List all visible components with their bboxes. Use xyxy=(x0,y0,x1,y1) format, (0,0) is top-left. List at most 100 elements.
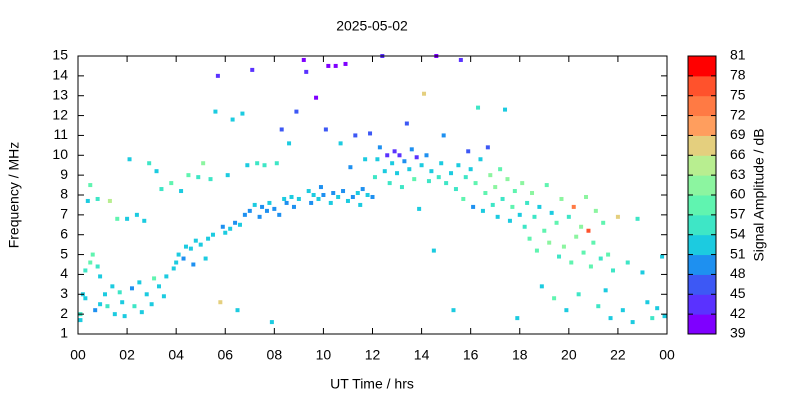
data-point xyxy=(569,260,574,265)
data-point xyxy=(377,145,382,150)
data-point xyxy=(547,240,552,245)
x-tick-label: 00 xyxy=(70,347,86,363)
y-tick-label: 6 xyxy=(60,225,68,241)
data-point xyxy=(493,185,498,190)
y-tick-label: 2 xyxy=(60,305,68,321)
data-point xyxy=(117,290,122,295)
data-point xyxy=(107,198,112,203)
colorbar-tick-label: 81 xyxy=(730,47,746,63)
data-point xyxy=(532,214,537,219)
data-point xyxy=(436,175,441,180)
data-point xyxy=(412,177,417,182)
data-point xyxy=(169,181,174,186)
data-point xyxy=(269,320,274,325)
data-point xyxy=(534,248,539,253)
data-point xyxy=(321,193,326,197)
data-point xyxy=(193,238,198,243)
data-point xyxy=(466,149,471,154)
data-point xyxy=(272,206,277,211)
data-point xyxy=(456,163,461,168)
data-point xyxy=(181,256,186,261)
data-point xyxy=(471,204,476,209)
data-point xyxy=(530,191,535,196)
data-point xyxy=(311,193,316,197)
data-point xyxy=(407,167,412,172)
data-point xyxy=(264,208,269,213)
data-point xyxy=(102,292,107,297)
colorbar-tick-label: 54 xyxy=(730,225,746,241)
x-tick-label: 02 xyxy=(119,347,135,363)
x-tick-label: 12 xyxy=(365,347,381,363)
data-point xyxy=(120,300,125,305)
data-point xyxy=(161,294,166,299)
data-point xyxy=(203,256,208,261)
data-point xyxy=(338,141,343,146)
data-point xyxy=(179,189,184,194)
data-point xyxy=(257,214,262,219)
data-point xyxy=(579,224,584,229)
data-point xyxy=(198,242,203,247)
data-point xyxy=(564,308,569,313)
data-point xyxy=(507,218,512,223)
data-point xyxy=(250,67,255,72)
data-point xyxy=(625,260,630,265)
data-point xyxy=(291,204,296,209)
colorbar-tick-label: 69 xyxy=(730,126,746,142)
colorbar-tick-label: 48 xyxy=(730,265,746,281)
data-point xyxy=(630,320,635,325)
data-point xyxy=(635,216,640,221)
data-point xyxy=(345,198,350,203)
data-point xyxy=(483,191,488,196)
data-point xyxy=(603,288,608,293)
y-tick-label: 3 xyxy=(60,285,68,301)
data-point xyxy=(252,202,257,207)
data-point xyxy=(584,194,589,199)
x-tick-label: 10 xyxy=(316,347,332,363)
data-point xyxy=(606,252,611,257)
data-point xyxy=(620,308,625,313)
data-point xyxy=(289,194,294,199)
data-point xyxy=(95,264,100,269)
data-point xyxy=(498,167,503,172)
data-point xyxy=(461,196,466,201)
data-point xyxy=(129,286,134,291)
data-point xyxy=(451,308,456,313)
colorbar-tick-label: 66 xyxy=(730,146,746,162)
data-point xyxy=(444,181,449,186)
data-point xyxy=(85,198,90,203)
data-point xyxy=(287,141,292,146)
data-point xyxy=(559,196,564,201)
data-point xyxy=(154,169,159,174)
colorbar-segment xyxy=(688,56,716,77)
colorbar-tick-label: 42 xyxy=(730,305,746,321)
data-point xyxy=(495,214,500,219)
data-point xyxy=(98,302,103,307)
data-point xyxy=(176,252,181,257)
data-point xyxy=(510,204,515,209)
data-point xyxy=(500,196,505,201)
y-tick-label: 9 xyxy=(60,166,68,182)
data-point xyxy=(282,196,287,201)
data-point xyxy=(485,145,490,150)
data-point xyxy=(191,262,196,267)
data-point xyxy=(333,63,338,68)
data-point xyxy=(156,284,161,289)
y-tick-label: 8 xyxy=(60,186,68,202)
x-tick-label: 22 xyxy=(610,347,626,363)
data-point xyxy=(574,234,579,239)
data-point xyxy=(284,200,289,205)
colorbar-tick-label: 51 xyxy=(730,245,746,261)
data-point xyxy=(348,165,353,170)
data-point xyxy=(296,196,301,201)
colorbar-segment xyxy=(688,254,716,275)
data-point xyxy=(650,316,655,321)
data-point xyxy=(127,157,132,162)
data-point xyxy=(601,220,606,225)
data-point xyxy=(453,187,458,192)
data-point xyxy=(424,153,429,158)
data-point xyxy=(591,240,596,245)
data-point xyxy=(95,196,100,201)
data-point xyxy=(88,260,93,265)
colorbar-segment xyxy=(688,115,716,136)
data-point xyxy=(255,161,260,166)
